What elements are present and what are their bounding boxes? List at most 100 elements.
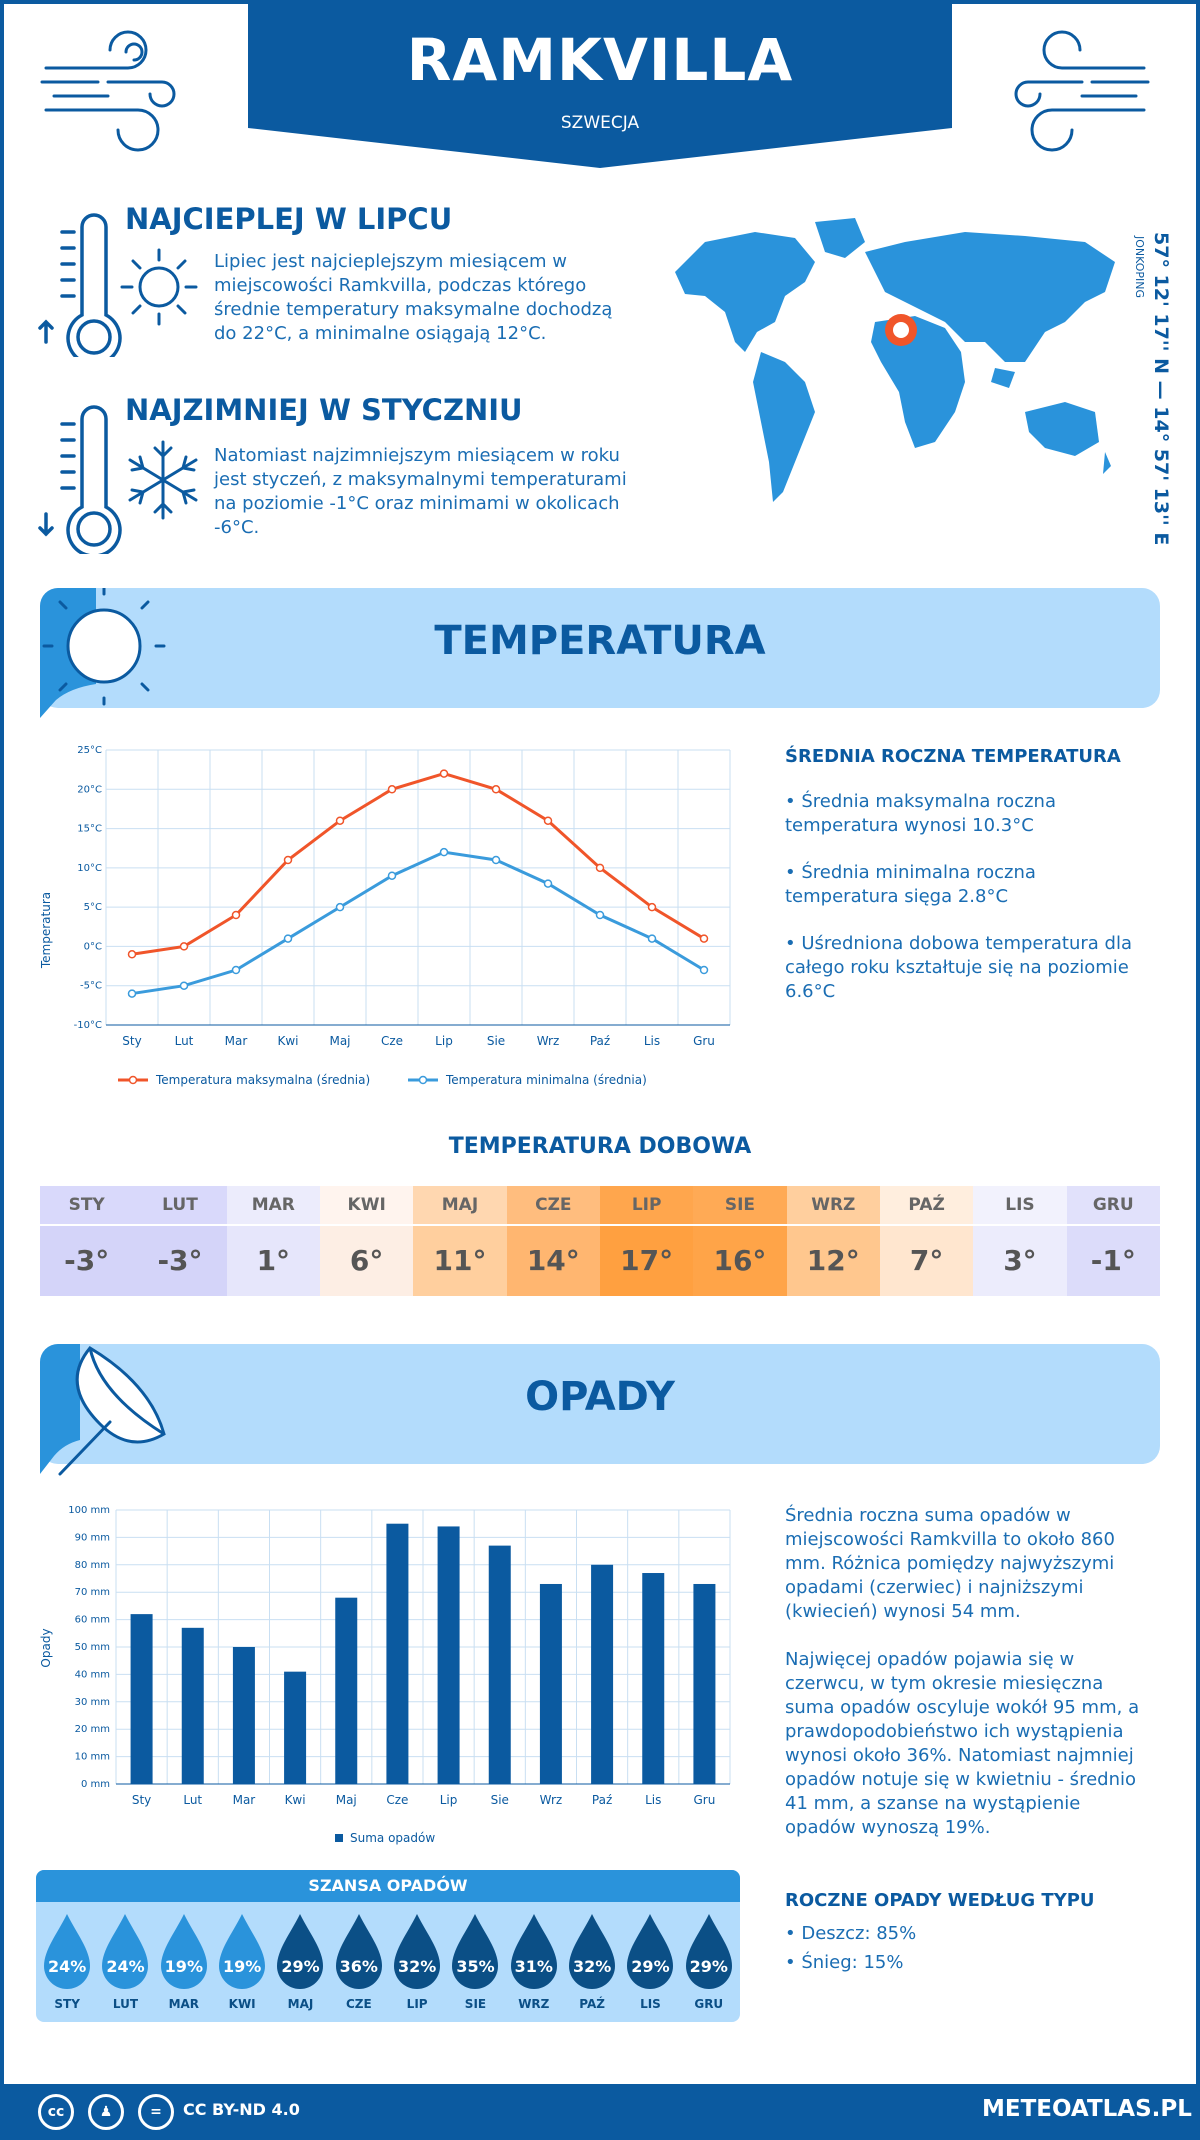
data-point	[127, 950, 137, 959]
data-point	[387, 785, 397, 794]
daily-temp-value: 11°	[413, 1226, 507, 1296]
site-link[interactable]: METEOATLAS.PL	[982, 2096, 1192, 2122]
precipitation-bar	[284, 1671, 307, 1784]
legend-marker	[418, 1075, 428, 1085]
coldest-text: Natomiast najzimniejszym miesiącem w rok…	[214, 445, 627, 538]
daily-temp-value: 6°	[319, 1226, 414, 1296]
daily-temp-value: 12°	[786, 1226, 880, 1296]
daily-month-label: KWI	[319, 1186, 414, 1224]
raindrop-icon	[218, 1914, 265, 1989]
chance-month: STY	[54, 1997, 80, 2011]
y-tick-label: 15°C	[77, 824, 102, 835]
warmest-text: Lipiec jest najcieplejszym miesiącem w m…	[214, 251, 613, 344]
data-point	[335, 902, 345, 912]
footer	[0, 2084, 1200, 2140]
daily-month-label: LUT	[133, 1186, 227, 1224]
data-point	[283, 934, 293, 943]
precipitation-bar	[386, 1523, 409, 1784]
daily-month-label: WRZ	[786, 1186, 880, 1224]
chance-month: PAŹ	[579, 1997, 605, 2011]
y-tick-label: 25°C	[77, 745, 102, 756]
x-tick-label: Mar	[233, 1793, 256, 1807]
raindrop-icon	[393, 1914, 440, 1989]
legend-swatch	[335, 1834, 343, 1842]
daily-month-label: CZE	[506, 1186, 600, 1224]
data-point	[387, 871, 397, 880]
raindrop-icon	[510, 1914, 557, 1989]
thermometer-cold-icon	[38, 405, 122, 554]
data-point	[491, 785, 501, 794]
precipitation-bar	[335, 1597, 358, 1784]
daily-month-label: SIE	[693, 1186, 787, 1224]
daily-temp-cell: KWI 6°	[319, 1186, 414, 1296]
daily-month-label: GRU	[1066, 1186, 1160, 1224]
chance-month: WRZ	[518, 1997, 550, 2011]
chance-drop: 29% MAJ	[271, 1912, 329, 2016]
data-point	[439, 769, 449, 778]
daily-temp-cell: MAJ 11°	[413, 1186, 507, 1296]
chance-drop: 29% LIS	[621, 1912, 679, 2016]
nd-icon: =	[138, 2094, 174, 2130]
y-tick-label: 20°C	[77, 784, 102, 795]
chance-percent: 24%	[106, 1957, 145, 1976]
daily-temp-cell: PAŹ 7°	[879, 1186, 974, 1296]
daily-temp-value: 7°	[879, 1226, 974, 1296]
x-tick-label: Maj	[329, 1034, 350, 1048]
data-point	[491, 855, 501, 865]
precipitation-bar	[539, 1583, 562, 1784]
x-tick-label: Wrz	[540, 1793, 563, 1807]
daily-temperature-table: STY -3° LUT -3° MAR 1° KWI 6° MAJ 11° CZE 14° LIP 17°…	[40, 1186, 1160, 1296]
cc-icon: cc	[38, 2094, 74, 2130]
daily-temp-cell: GRU -1°	[1066, 1186, 1160, 1296]
snowflake-icon	[128, 440, 198, 520]
raindrop-icon	[44, 1914, 90, 1989]
y-tick-label: 100 mm	[68, 1505, 110, 1516]
data-point	[127, 989, 137, 998]
legend-label: Temperatura minimalna (średnia)	[445, 1073, 647, 1087]
precipitation-bar	[181, 1627, 204, 1784]
chance-percent: 32%	[397, 1957, 437, 1976]
country-subtitle: SZWECJA	[560, 113, 640, 133]
precipitation-banner	[40, 1344, 1160, 1464]
coldest-title: NAJZIMNIEJ W STYCZNIU	[125, 393, 523, 427]
chance-month: MAJ	[287, 1997, 314, 2011]
daily-temp-value: 16°	[693, 1226, 787, 1296]
daily-temp-cell: LIP 17°	[599, 1186, 694, 1296]
x-tick-label: Gru	[693, 1793, 715, 1807]
chance-month: CZE	[345, 1997, 372, 2011]
y-tick-label: 5°C	[84, 902, 102, 913]
precipitation-bar	[591, 1564, 614, 1784]
license-text: CC BY-ND 4.0	[183, 2100, 300, 2119]
thermometer-warm-icon	[38, 213, 122, 357]
coordinates: 57° 12' 17'' N — 14° 57' 13'' E	[1150, 232, 1172, 546]
y-tick-label: 10°C	[77, 863, 102, 874]
data-point	[595, 910, 605, 920]
raindrop-icon	[568, 1914, 615, 1989]
chance-month: KWI	[228, 1997, 256, 2011]
daily-temp-value: 14°	[506, 1226, 600, 1296]
precipitation-text-1: Średnia roczna suma opadów w miejscowośc…	[785, 1505, 1115, 1622]
chance-drop: 19% MAR	[155, 1912, 213, 2016]
y-tick-label: -10°C	[74, 1020, 102, 1031]
chance-percent: 31%	[514, 1957, 553, 1976]
daily-temp-cell: MAR 1°	[226, 1186, 320, 1296]
precipitation-title: OPADY	[525, 1374, 675, 1420]
precipitation-bar	[232, 1647, 255, 1784]
precip-type-rain: • Deszcz: 85%	[785, 1923, 917, 1944]
precipitation-bar	[642, 1573, 665, 1784]
daily-month-label: MAJ	[413, 1186, 507, 1224]
x-tick-label: Sie	[491, 1793, 509, 1807]
x-tick-label: Kwi	[277, 1034, 298, 1048]
data-point	[699, 934, 709, 943]
chance-drop: 36% CZE	[330, 1912, 388, 2016]
world-map	[675, 218, 1115, 502]
daily-month-label: STY	[40, 1186, 134, 1224]
chance-drop: 19% KWI	[213, 1912, 271, 2016]
wind-icon	[40, 30, 176, 152]
precipitation-y-axis-label: Opady	[39, 1628, 53, 1667]
data-point	[179, 981, 189, 990]
y-tick-label: 60 mm	[75, 1615, 110, 1626]
x-tick-label: Cze	[386, 1793, 408, 1807]
raindrop-icon	[452, 1914, 499, 1989]
chance-percent: 32%	[572, 1957, 612, 1976]
